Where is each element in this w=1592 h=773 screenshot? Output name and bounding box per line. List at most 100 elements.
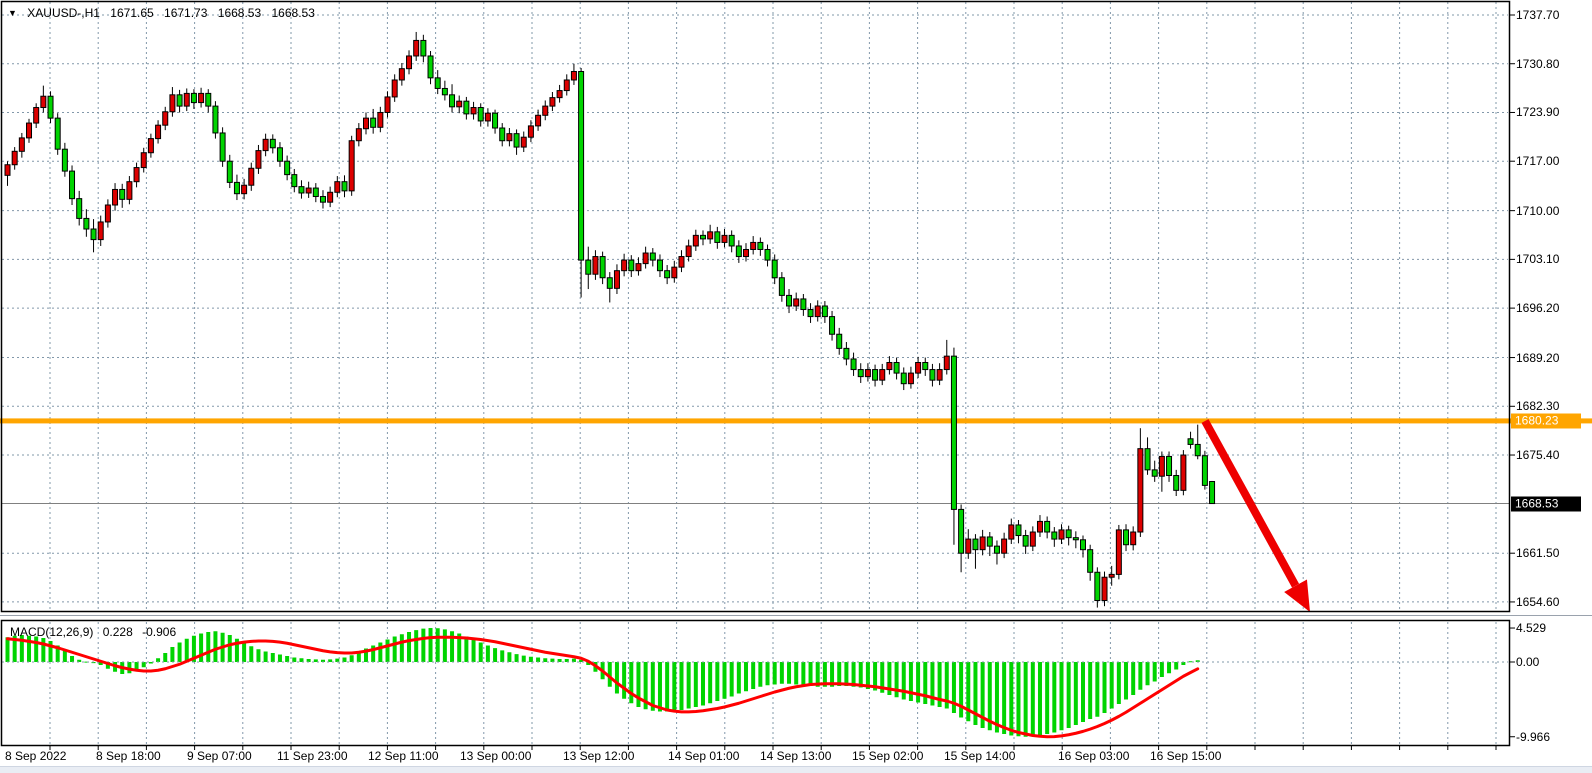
price-axis-label: 1675.40 — [1516, 448, 1560, 463]
candle-body — [4, 164, 11, 176]
symbol-dropdown-icon[interactable]: ▼ — [8, 8, 17, 18]
macd-histogram-bar — [163, 653, 168, 662]
candle-body — [312, 187, 319, 198]
macd-histogram-bar — [665, 662, 670, 712]
macd-histogram-bar — [41, 638, 46, 662]
candle-body — [370, 117, 377, 128]
macd-histogram-bar — [184, 638, 189, 662]
candle-body — [628, 259, 635, 272]
candle-body — [864, 369, 871, 378]
macd-histogram-bar — [779, 662, 784, 684]
macd-histogram-bar — [751, 662, 756, 689]
candle-body — [1108, 573, 1115, 578]
macd-histogram-bar — [55, 645, 60, 662]
macd-histogram-bar — [1145, 662, 1150, 686]
symbol-info-bar[interactable]: ▼ XAUUSD-,H1 1671.65 1671.73 1668.53 166… — [8, 6, 322, 21]
macd-histogram-bar — [450, 631, 455, 662]
candle-body — [721, 234, 728, 243]
macd-histogram-bar — [421, 628, 426, 662]
candle-body — [1166, 455, 1173, 477]
candle-body — [699, 234, 706, 240]
macd-histogram-bar — [858, 662, 863, 688]
macd-histogram-bar — [378, 642, 383, 662]
candle-body — [456, 100, 463, 108]
macd-histogram-bar — [335, 658, 340, 662]
candle-body — [1115, 529, 1122, 575]
candle-body — [570, 71, 577, 81]
candle-body — [728, 234, 735, 247]
macd-histogram-bar — [428, 628, 433, 662]
macd-histogram-bar — [349, 655, 354, 662]
candle-body — [198, 92, 205, 104]
candle-body — [950, 355, 957, 510]
candle-body — [1094, 571, 1101, 602]
candle-body — [907, 372, 914, 385]
candle-body — [126, 181, 133, 200]
candle-body — [169, 94, 176, 113]
macd-histogram-bar — [249, 646, 254, 662]
macd-histogram-bar — [356, 652, 361, 662]
macd-histogram-bar — [1009, 662, 1014, 736]
time-axis-label: 15 Sep 02:00 — [852, 749, 924, 763]
candle-body — [1151, 469, 1158, 477]
price-axis-label: 1689.20 — [1516, 350, 1560, 365]
macd-histogram-bar — [1088, 662, 1093, 719]
candle-body — [155, 124, 162, 140]
candle-body — [241, 184, 248, 195]
candle-body — [542, 105, 549, 116]
macd-histogram-bar — [528, 656, 533, 662]
macd-axis-label: 0.00 — [1516, 655, 1540, 669]
macd-signal-value: -0.906 — [142, 625, 177, 639]
candle-body — [943, 355, 950, 371]
macd-histogram-bar — [708, 662, 713, 704]
macd-histogram-bar — [973, 662, 978, 725]
macd-histogram-bar — [693, 662, 698, 707]
macd-histogram-bar — [894, 662, 899, 698]
time-axis-label: 15 Sep 14:00 — [944, 749, 1016, 763]
candle-body — [190, 92, 197, 104]
candle-body — [33, 107, 40, 124]
macd-histogram-bar — [457, 633, 462, 662]
candle-body — [276, 147, 283, 162]
candle-body — [1058, 529, 1065, 540]
macd-histogram-bar — [636, 662, 641, 707]
macd-histogram-bar — [399, 634, 404, 662]
candle-body — [1001, 538, 1008, 554]
candle-body — [183, 92, 190, 107]
macd-histogram-bar — [156, 658, 161, 662]
macd-histogram-bar — [177, 642, 182, 662]
candle-body — [613, 270, 620, 289]
candle-body — [900, 372, 907, 385]
candle-body — [578, 71, 585, 261]
candle-body — [255, 150, 262, 169]
macd-histogram-bar — [564, 659, 569, 662]
candle-body — [18, 137, 25, 152]
candle-body — [226, 160, 233, 183]
hline-price-tag: 1680.23 — [1511, 413, 1581, 429]
macd-histogram-bar — [27, 635, 32, 662]
candle-body — [434, 77, 441, 89]
macd-histogram-bar — [62, 650, 67, 662]
time-axis-label: 16 Sep 03:00 — [1058, 749, 1130, 763]
candle-body — [1130, 531, 1137, 546]
candle-body — [764, 248, 771, 261]
symbol-timeframe-label: XAUUSD-,H1 — [27, 6, 100, 20]
macd-histogram-bar — [1002, 662, 1007, 734]
macd-histogram-bar — [1030, 662, 1035, 737]
macd-histogram-bar — [744, 662, 749, 692]
macd-histogram-bar — [385, 639, 390, 662]
candle-body — [714, 231, 721, 243]
candle-body — [778, 277, 785, 296]
candle-body — [635, 263, 642, 272]
candle-body — [140, 152, 147, 169]
candle-body — [1080, 539, 1086, 551]
candle-body — [958, 508, 965, 554]
macd-histogram-bar — [980, 662, 985, 728]
macd-histogram-bar — [643, 662, 648, 710]
macd-histogram-bar — [901, 662, 906, 700]
candle-body — [821, 305, 828, 318]
candle-body — [1173, 475, 1180, 491]
macd-histogram-bar — [657, 662, 662, 712]
